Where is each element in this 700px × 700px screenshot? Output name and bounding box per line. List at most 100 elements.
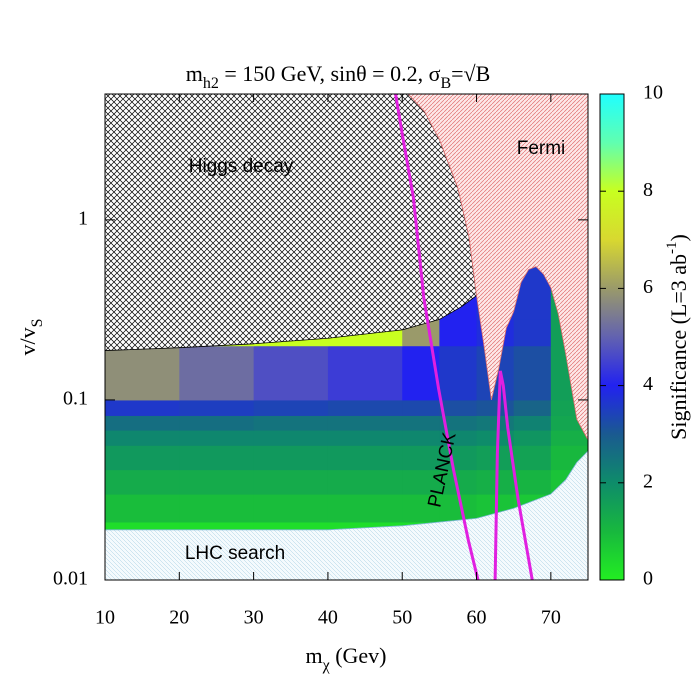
text-run: m xyxy=(305,643,322,668)
colorbar-tick-label: 2 xyxy=(643,470,653,492)
heatmap-cell xyxy=(402,399,440,416)
x-tick-label: 20 xyxy=(169,607,189,629)
heatmap-cell xyxy=(179,469,255,495)
x-tick-label: 40 xyxy=(318,607,338,629)
heatmap-cell xyxy=(105,399,180,416)
text-run: ) xyxy=(666,234,691,241)
colorbar-tick-label: 6 xyxy=(643,276,653,298)
colorbar-tick-label: 10 xyxy=(643,82,663,104)
region-label: LHC search xyxy=(185,543,285,564)
heatmap-cell xyxy=(513,415,552,431)
colorbar-label: Significance (L=3 ab-1) xyxy=(664,234,691,440)
heatmap-cell xyxy=(513,445,552,471)
heatmap-cell xyxy=(179,415,255,431)
heatmap-cell xyxy=(476,415,515,431)
heatmap-cell xyxy=(327,399,403,416)
heatmap-cell xyxy=(105,430,180,446)
text-run: h xyxy=(203,75,211,92)
plot-frame xyxy=(104,93,589,581)
heatmap-cell xyxy=(105,469,180,495)
heatmap-cell xyxy=(476,430,515,446)
heatmap-cell xyxy=(439,345,478,401)
heatmap-cell xyxy=(253,469,329,495)
y-tick-label: 0.01 xyxy=(53,568,88,590)
heatmap-cell xyxy=(327,445,403,471)
heatmap-cell xyxy=(253,399,329,416)
text-run: Significance (L=3 ab xyxy=(666,254,691,440)
x-tick-label: 10 xyxy=(95,607,115,629)
heatmap-cell xyxy=(253,445,329,471)
heatmap-cell xyxy=(402,445,440,471)
colorbar-tick-label: 8 xyxy=(643,179,653,201)
heatmap-cell xyxy=(439,399,478,416)
x-tick-label: 60 xyxy=(467,607,487,629)
heatmap-cell xyxy=(179,345,255,401)
exclusion-region xyxy=(105,451,588,580)
colorbar-tick-label: 0 xyxy=(643,568,653,590)
heatmap-cell xyxy=(253,415,329,431)
heatmap-cell xyxy=(550,430,588,446)
region-label: Higgs decay xyxy=(189,156,294,177)
y-axis-label: v/vS xyxy=(15,318,46,355)
heatmap-cell xyxy=(513,399,552,416)
heatmap-cell xyxy=(402,415,440,431)
text-run: m xyxy=(186,61,203,86)
heatmap-cell xyxy=(513,319,552,347)
heatmap-cell xyxy=(253,494,329,523)
x-tick-label: 50 xyxy=(392,607,412,629)
region-label: Fermi xyxy=(517,138,566,159)
heatmap-cell xyxy=(253,430,329,446)
heatmap-cell xyxy=(439,445,478,471)
heatmap-cell xyxy=(513,469,552,495)
text-run: χ xyxy=(322,657,331,674)
heatmap-cell xyxy=(402,430,440,446)
heatmap-cell xyxy=(327,494,403,523)
text-run: S xyxy=(29,318,46,327)
heatmap-cell xyxy=(402,494,440,523)
heatmap-cell xyxy=(513,430,552,446)
y-tick-label: 0.1 xyxy=(63,388,88,410)
heatmap-cell xyxy=(513,345,552,401)
heatmap-cell xyxy=(402,469,440,495)
heatmap-cell xyxy=(179,445,255,471)
region-boundary xyxy=(105,450,588,531)
heatmap-cell xyxy=(327,345,403,401)
x-tick-label: 30 xyxy=(244,607,264,629)
text-run: θ xyxy=(356,61,367,86)
heatmap-cell xyxy=(327,469,403,495)
plot-area xyxy=(105,94,588,580)
heatmap-cell xyxy=(105,494,180,523)
text-run: =√B xyxy=(451,61,490,86)
heatmap-cell xyxy=(253,345,329,401)
exclusion-region xyxy=(105,94,477,351)
heatmap-cell xyxy=(476,445,515,471)
text-run: B xyxy=(440,75,451,92)
colorbar-tick-label: 4 xyxy=(643,373,653,395)
exclusion-region xyxy=(408,94,588,440)
text-run: v/v xyxy=(15,327,40,355)
colorbar xyxy=(599,93,625,581)
x-axis-label: mχ (Gev) xyxy=(305,643,386,674)
text-run: -1 xyxy=(664,241,680,254)
heatmap-cell xyxy=(105,415,180,431)
heatmap-cell xyxy=(105,345,180,401)
heatmap-cell xyxy=(105,445,180,471)
heatmap-cell xyxy=(327,415,403,431)
line-series xyxy=(394,94,534,580)
heatmap-cell xyxy=(476,399,515,416)
text-run: = 0.2, σ xyxy=(367,61,441,86)
text-run: = 150 GeV, sin xyxy=(219,61,356,86)
heatmap-cell xyxy=(179,399,255,416)
heatmap-cell xyxy=(439,319,478,347)
heatmap-cell xyxy=(179,430,255,446)
y-tick-label: 1 xyxy=(78,207,88,229)
x-tick-label: 70 xyxy=(541,607,561,629)
text-run: 2 xyxy=(211,75,219,92)
chart-title: mh2 = 150 GeV, sinθ = 0.2, σB=√B xyxy=(186,61,491,92)
heatmap-cell xyxy=(179,494,255,523)
heatmap-cell xyxy=(327,430,403,446)
heatmap-cell xyxy=(439,415,478,431)
region-boundary xyxy=(407,94,588,441)
